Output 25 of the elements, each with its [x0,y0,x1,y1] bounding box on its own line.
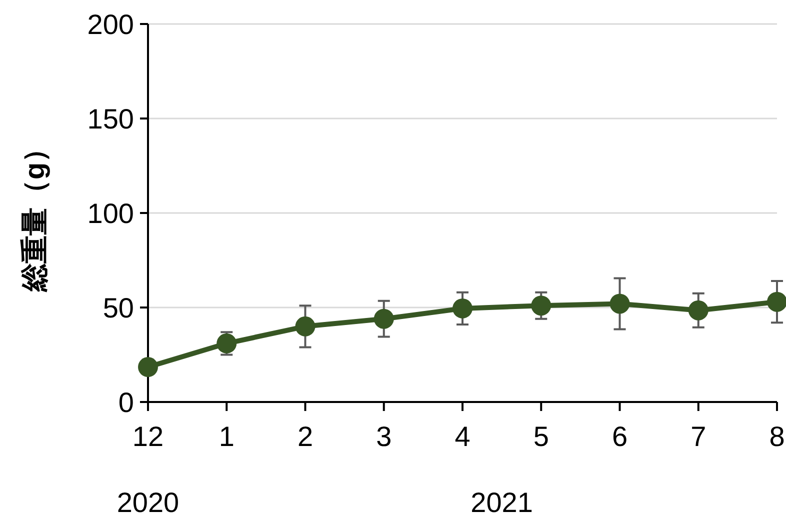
x-tick-label: 1 [218,421,234,452]
x-tick-label: 8 [769,421,785,452]
point [531,296,552,316]
x-tick-label: 7 [690,421,706,452]
y-axis-title: 総重量（g） [19,134,50,293]
x-tick-label: 6 [612,421,628,452]
point [767,292,786,312]
point [688,300,708,320]
y-tick-label: 100 [87,198,134,229]
y-tick-label: 200 [87,9,134,40]
text: 2020 [116,487,180,518]
x-tick-label: 5 [533,421,549,452]
point [138,357,158,378]
point [295,316,316,336]
point [452,298,472,318]
x-tick-label: 4 [454,421,470,452]
point [374,308,394,329]
y-tick-label: 0 [118,387,134,418]
x-tick-label: 2 [297,421,314,452]
y-tick-label: 150 [87,104,134,134]
x-tick-label: 3 [376,421,392,452]
y-tick-label: 50 [102,292,134,324]
point [610,294,630,314]
x-tick-label: 12 [132,421,164,452]
text: 2021 [470,487,533,518]
